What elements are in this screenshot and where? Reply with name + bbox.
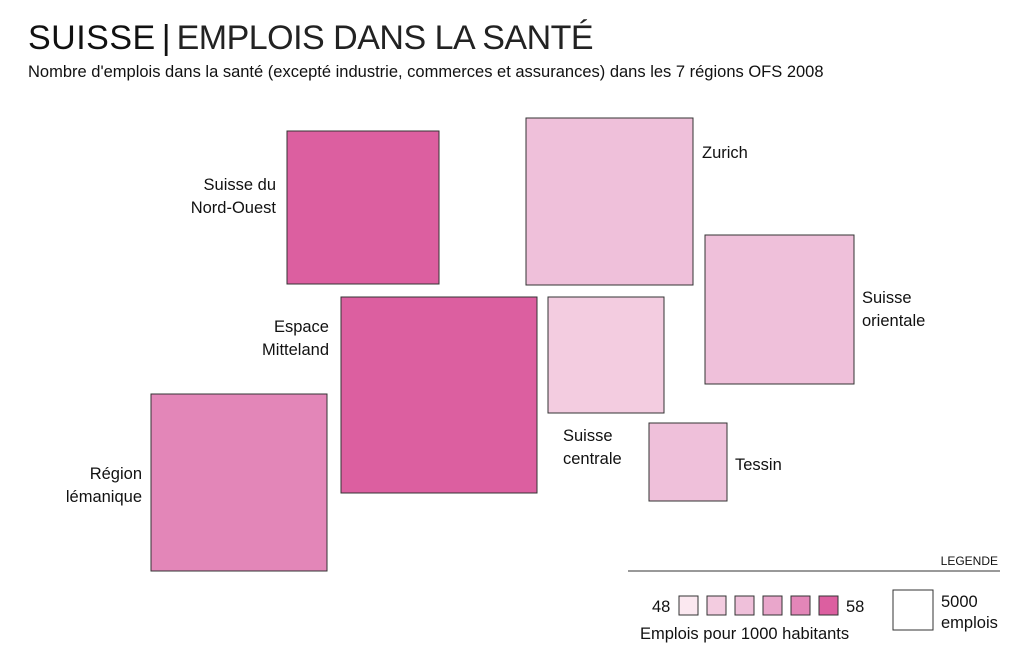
legend-scale-max: 58	[846, 598, 864, 616]
region-square-tessin	[648, 422, 728, 502]
legend-size-label-line: emplois	[941, 614, 998, 632]
region-label-zurich: Zurich	[702, 144, 748, 162]
legend-size-square	[892, 589, 934, 631]
region-label-line: Région	[90, 465, 142, 483]
region-label-line: Suisse	[563, 427, 613, 445]
legend-swatch	[734, 595, 755, 616]
legend: LEGENDE 48 58 Emplois pour 1000 habitants 50…	[628, 554, 1000, 643]
region-label-line: Zurich	[702, 144, 748, 162]
region-label-line: Suisse	[862, 289, 912, 307]
region-label-line: lémanique	[66, 488, 142, 506]
chart-title: SUISSE | EMPLOIS DANS LA SANTÉ	[28, 16, 594, 60]
legend-size-label: 5000 emplois	[941, 593, 998, 632]
region-label-line: Espace	[274, 318, 329, 336]
region-label-line: Nord-Ouest	[191, 199, 277, 217]
region-label-line: orientale	[862, 312, 925, 330]
region-square-nord-ouest	[286, 130, 440, 285]
region-squares	[150, 117, 855, 572]
legend-scale-min: 48	[652, 598, 670, 616]
legend-scale-label: Emplois pour 1000 habitants	[640, 625, 849, 643]
region-label-suisse-centrale: Suisse centrale	[563, 427, 622, 468]
region-label-suisse-orientale: Suisse orientale	[862, 289, 925, 330]
region-square-suisse-orientale	[704, 234, 855, 385]
legend-size-label-line: 5000	[941, 593, 978, 611]
region-labels: Suisse du Nord-Ouest Zurich Suisse orientale…	[66, 144, 925, 506]
title-separator: |	[161, 19, 171, 57]
region-label-region-lemanique: Région lémanique	[66, 465, 142, 506]
region-label-line: Suisse du	[204, 176, 276, 194]
region-label-espace-mittelland: Espace Mitteland	[262, 318, 329, 359]
legend-swatch	[678, 595, 699, 616]
region-square-suisse-centrale	[547, 296, 665, 414]
region-label-tessin: Tessin	[735, 456, 782, 474]
region-label-line: Mitteland	[262, 341, 329, 359]
region-square-espace-mittelland	[340, 296, 538, 494]
legend-swatch	[818, 595, 839, 616]
region-label-line: centrale	[563, 450, 622, 468]
legend-swatch	[706, 595, 727, 616]
legend-swatch	[790, 595, 811, 616]
region-square-zurich	[525, 117, 694, 286]
region-label-line: Tessin	[735, 456, 782, 474]
title-country: SUISSE	[28, 19, 156, 57]
chart-subtitle: Nombre d'emplois dans la santé (excepté …	[28, 63, 824, 81]
legend-swatch	[762, 595, 783, 616]
title-topic: EMPLOIS DANS LA SANTÉ	[176, 19, 594, 57]
region-label-nord-ouest: Suisse du Nord-Ouest	[191, 176, 277, 217]
legend-heading: LEGENDE	[941, 554, 998, 568]
region-square-region-lemanique	[150, 393, 328, 572]
